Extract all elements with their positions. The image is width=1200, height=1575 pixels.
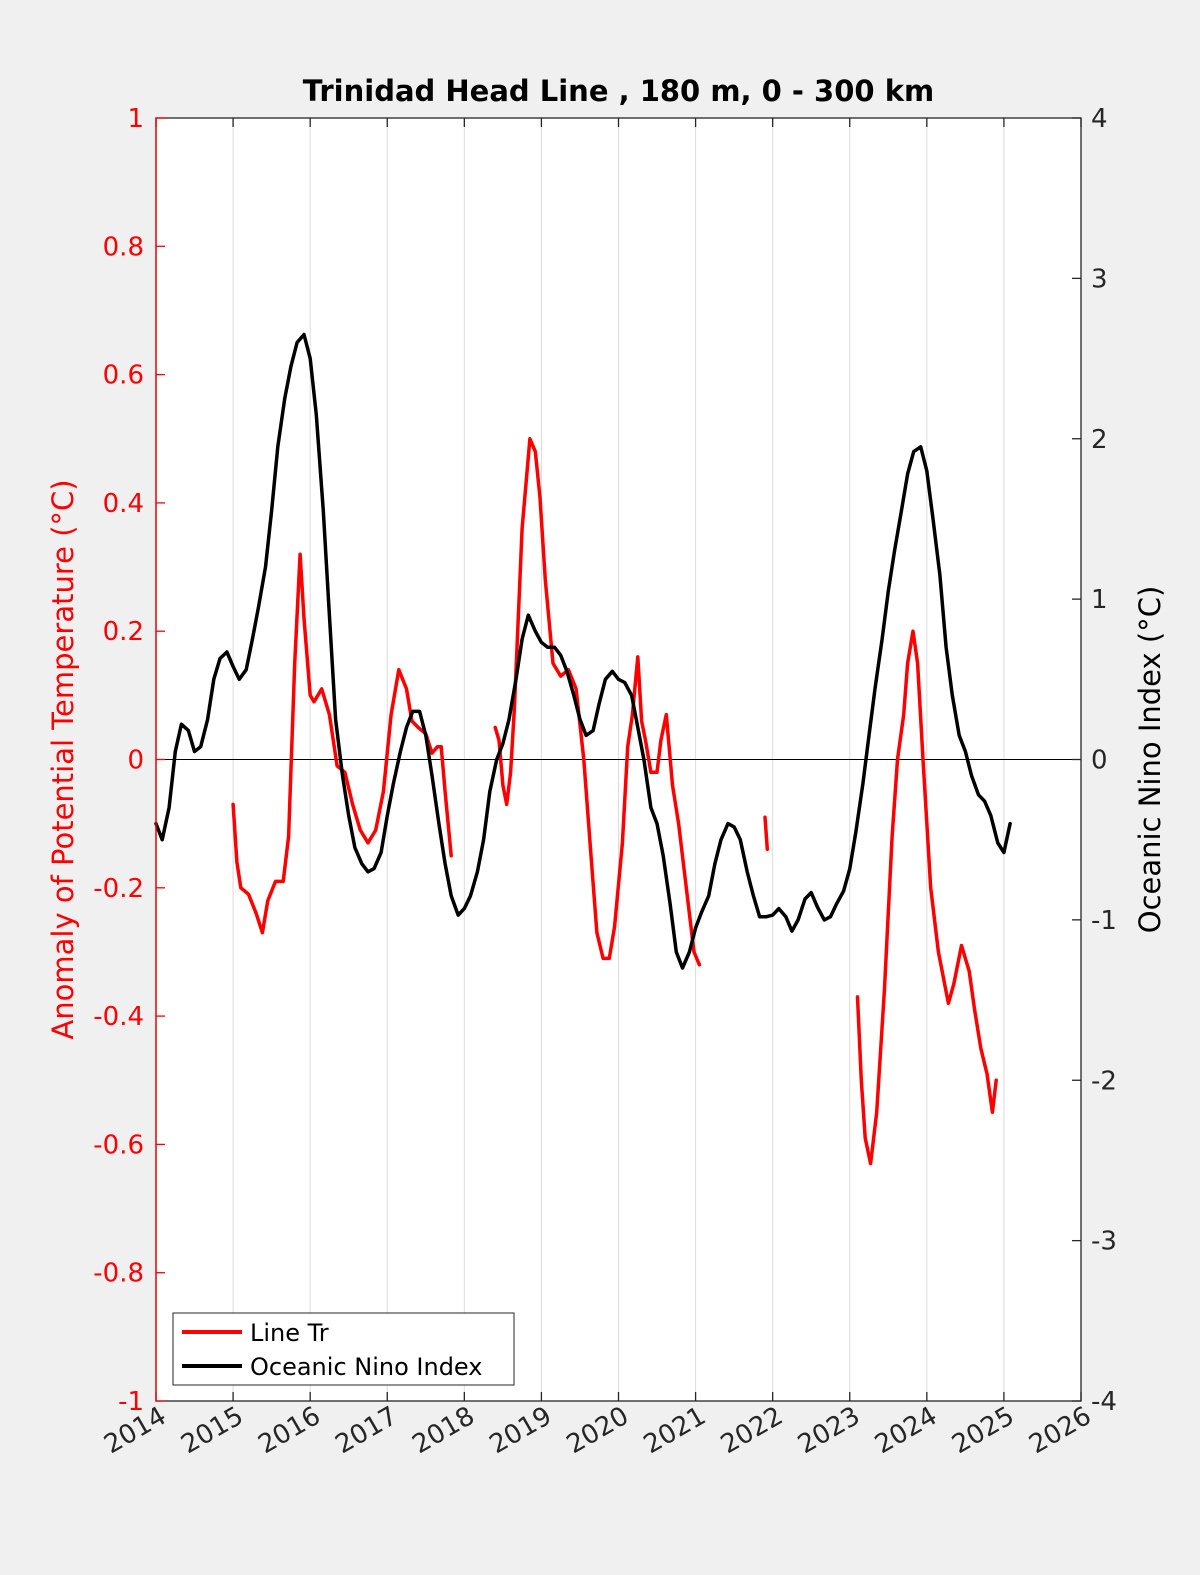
- left-y-tick-label: 0.6: [103, 361, 144, 391]
- left-y-tick-label: -0.8: [93, 1259, 144, 1289]
- left-y-tick-label: 0.8: [103, 232, 144, 262]
- left-y-tick-label: 1: [127, 104, 144, 134]
- right-axis-label: Oceanic Nino Index (°C): [1133, 586, 1167, 934]
- right-y-tick-label: 4: [1091, 104, 1108, 134]
- chart-title: Trinidad Head Line , 180 m, 0 - 300 km: [303, 74, 934, 108]
- series-layer: [154, 332, 1012, 1166]
- right-y-tick-label: -2: [1091, 1066, 1117, 1096]
- legend-box: [172, 1312, 515, 1386]
- left-y-tick-label: 0.4: [103, 489, 144, 519]
- right-y-tick-label: 0: [1091, 746, 1108, 776]
- right-y-tick-label: 3: [1091, 264, 1108, 294]
- right-y-tick-label: 1: [1091, 585, 1108, 615]
- right-y-tick-label: 2: [1091, 425, 1108, 455]
- left-y-tick-label: -0.6: [93, 1130, 144, 1160]
- legend-label-oni: Oceanic Nino Index: [250, 1353, 482, 1381]
- series-line-tr-line: [855, 629, 998, 1166]
- left-y-tick-label: -1: [118, 1387, 144, 1417]
- right-y-tick-label: -1: [1091, 906, 1117, 936]
- series-line-tr-line: [493, 437, 702, 967]
- left-axis-label: Anomaly of Potential Temperature (°C): [46, 479, 80, 1039]
- series-oni-line: [154, 332, 1012, 970]
- left-y-tick-label: -0.2: [93, 874, 144, 904]
- left-y-tick-label: 0.2: [103, 617, 144, 647]
- legend: Line Tr Oceanic Nino Index: [172, 1312, 515, 1386]
- left-y-tick-label: 0: [127, 746, 144, 776]
- series-line-tr-line: [763, 815, 770, 852]
- legend-label-line-tr: Line Tr: [250, 1319, 329, 1347]
- right-y-tick-label: -3: [1091, 1227, 1117, 1257]
- right-y-tick-label: -4: [1091, 1387, 1117, 1417]
- series-line-tr-line: [231, 552, 453, 935]
- left-y-tick-label: -0.4: [93, 1002, 144, 1032]
